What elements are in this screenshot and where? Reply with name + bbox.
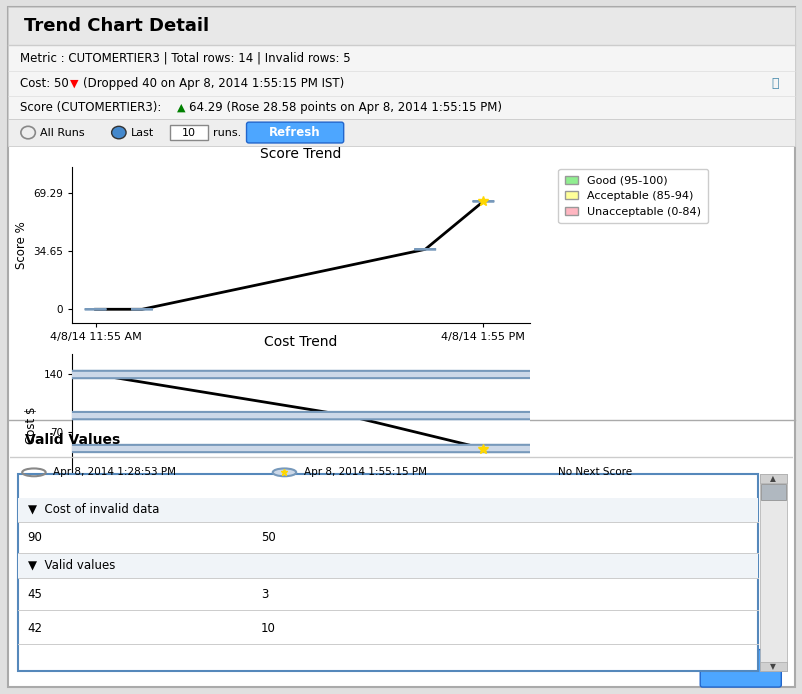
Title: Cost Trend: Cost Trend bbox=[264, 335, 338, 348]
Text: Valid Values: Valid Values bbox=[25, 433, 119, 448]
Text: 10: 10 bbox=[261, 622, 276, 635]
Text: ▼  Valid values: ▼ Valid values bbox=[27, 559, 115, 572]
FancyBboxPatch shape bbox=[760, 484, 784, 500]
FancyBboxPatch shape bbox=[759, 473, 786, 483]
Text: 💾: 💾 bbox=[770, 77, 778, 90]
FancyBboxPatch shape bbox=[170, 125, 208, 140]
Title: Score Trend: Score Trend bbox=[260, 147, 342, 161]
FancyBboxPatch shape bbox=[759, 662, 786, 672]
Circle shape bbox=[111, 126, 126, 139]
FancyBboxPatch shape bbox=[18, 473, 757, 672]
Text: Cost: 50: Cost: 50 bbox=[20, 77, 72, 90]
Text: 64.29 (Rose 28.58 points on Apr 8, 2014 1:55:15 PM): 64.29 (Rose 28.58 points on Apr 8, 2014 … bbox=[188, 101, 501, 114]
Text: Refresh: Refresh bbox=[269, 126, 321, 139]
FancyBboxPatch shape bbox=[8, 119, 794, 146]
Circle shape bbox=[0, 371, 802, 378]
Text: 10: 10 bbox=[181, 128, 196, 137]
Circle shape bbox=[0, 445, 802, 452]
Text: 3: 3 bbox=[261, 589, 268, 601]
Legend: Good (95-100), Acceptable (85-94), Unacceptable (0-84): Good (95-100), Acceptable (85-94), Unacc… bbox=[557, 169, 707, 223]
Text: All Runs: All Runs bbox=[40, 128, 85, 137]
Circle shape bbox=[273, 468, 296, 476]
Text: Last: Last bbox=[131, 128, 154, 137]
FancyBboxPatch shape bbox=[8, 7, 794, 687]
Y-axis label: Score %: Score % bbox=[14, 221, 28, 269]
FancyBboxPatch shape bbox=[18, 498, 757, 522]
FancyBboxPatch shape bbox=[8, 45, 794, 146]
FancyBboxPatch shape bbox=[699, 650, 780, 687]
Text: ▲: ▲ bbox=[769, 473, 776, 482]
FancyBboxPatch shape bbox=[8, 7, 794, 45]
Circle shape bbox=[0, 412, 802, 419]
Text: runs.: runs. bbox=[213, 128, 241, 137]
Text: Trend Chart Detail: Trend Chart Detail bbox=[24, 17, 209, 35]
Text: No Next Score: No Next Score bbox=[557, 467, 632, 477]
Text: 42: 42 bbox=[27, 622, 43, 635]
Text: ▲: ▲ bbox=[176, 103, 185, 112]
Text: Close: Close bbox=[721, 662, 759, 675]
Text: ▼  Cost of invalid data: ▼ Cost of invalid data bbox=[27, 503, 159, 516]
FancyBboxPatch shape bbox=[246, 122, 343, 143]
Text: 45: 45 bbox=[27, 589, 43, 601]
Text: Metric : CUTOMERTIER3 | Total rows: 14 | Invalid rows: 5: Metric : CUTOMERTIER3 | Total rows: 14 |… bbox=[20, 52, 350, 65]
Text: Apr 8, 2014 1:55:15 PM: Apr 8, 2014 1:55:15 PM bbox=[304, 467, 427, 477]
Text: 50: 50 bbox=[261, 531, 275, 544]
Text: Apr 8, 2014 1:28:53 PM: Apr 8, 2014 1:28:53 PM bbox=[54, 467, 176, 477]
Text: ▼: ▼ bbox=[769, 662, 776, 671]
Y-axis label: Cost $: Cost $ bbox=[25, 406, 38, 444]
Text: Score (CUTOMERTIER3):: Score (CUTOMERTIER3): bbox=[20, 101, 165, 114]
Text: (Dropped 40 on Apr 8, 2014 1:55:15 PM IST): (Dropped 40 on Apr 8, 2014 1:55:15 PM IS… bbox=[83, 77, 343, 90]
Text: ▼: ▼ bbox=[70, 78, 79, 88]
FancyBboxPatch shape bbox=[18, 555, 757, 577]
FancyBboxPatch shape bbox=[759, 473, 786, 672]
Text: 90: 90 bbox=[27, 531, 43, 544]
